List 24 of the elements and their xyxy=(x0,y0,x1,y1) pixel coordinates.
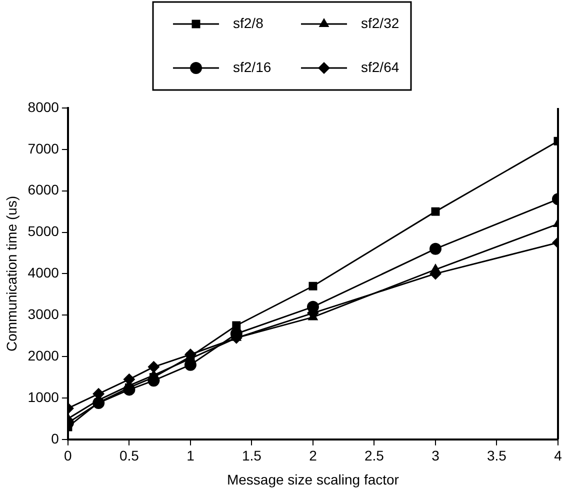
x-tick-label: 1 xyxy=(186,448,195,464)
y-tick-label: 1000 xyxy=(28,388,60,405)
x-tick-label: 3 xyxy=(432,448,440,464)
x-tick-label: 4 xyxy=(554,448,562,464)
y-tick-label: 8000 xyxy=(28,98,60,115)
x-tick-label: 0 xyxy=(64,448,72,464)
legend-label: sf2/16 xyxy=(233,58,272,75)
x-tick-label: 0.5 xyxy=(119,448,140,464)
x-tick-label: 1.5 xyxy=(242,448,262,464)
y-tick-label: 2000 xyxy=(28,347,60,364)
y-tick-label: 4000 xyxy=(28,264,60,281)
legend-label: sf2/64 xyxy=(361,58,400,75)
y-axis-title: Communication time (us) xyxy=(3,196,20,352)
y-tick-label: 7000 xyxy=(28,140,60,156)
y-tick-label: 3000 xyxy=(28,306,60,322)
y-tick-label: 5000 xyxy=(28,223,60,240)
x-axis-title: Message size scaling factor xyxy=(226,471,400,488)
y-tick-label: 6000 xyxy=(28,182,60,198)
x-tick-label: 2 xyxy=(309,448,318,464)
legend-label: sf2/8 xyxy=(233,14,264,31)
x-tick-label: 3.5 xyxy=(487,448,507,464)
y-tick-label: 0 xyxy=(51,430,60,446)
x-tick-label: 2.5 xyxy=(364,448,384,464)
legend-label: sf2/32 xyxy=(361,14,400,31)
